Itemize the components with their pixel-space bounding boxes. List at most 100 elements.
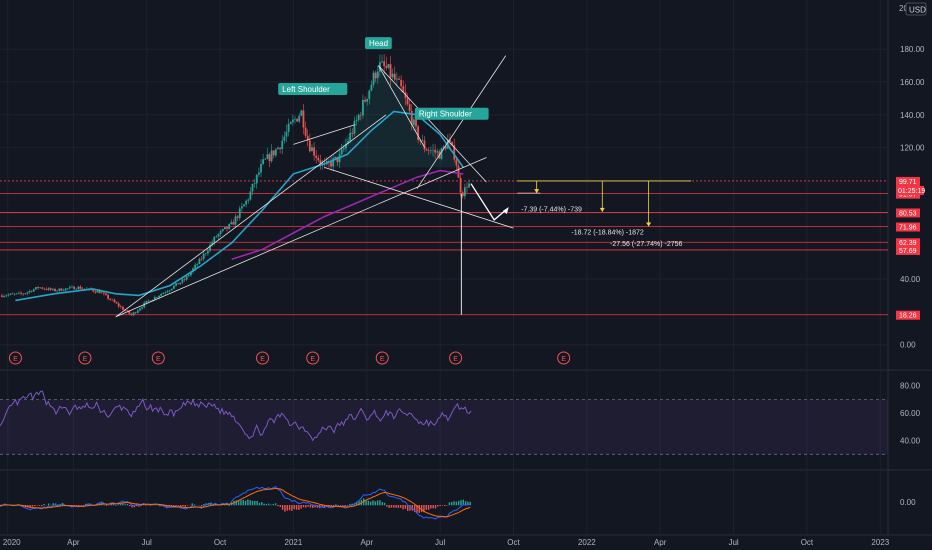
pattern-label-box[interactable] [414, 107, 489, 120]
price-tick-label: 140.00 [900, 111, 925, 120]
earnings-marker[interactable] [78, 351, 92, 365]
candle-body [459, 177, 462, 193]
candle-body [41, 287, 44, 289]
candle-body [32, 289, 35, 292]
earnings-marker[interactable] [306, 351, 320, 365]
neckline-extension[interactable] [324, 166, 514, 229]
candle-body [217, 234, 220, 237]
candle-body [119, 306, 122, 308]
candle-body [136, 310, 139, 313]
grid-lines [0, 0, 932, 536]
macd-histogram-bar [293, 505, 295, 510]
candle-body [406, 97, 409, 105]
price-panel[interactable]: -7.39 (-7.44%) -739 -18.72 (-18.84%) -187… [0, 37, 888, 365]
macd-histogram-bar [358, 501, 360, 506]
candle-body [272, 150, 275, 156]
neckline-trend-up[interactable] [115, 114, 387, 318]
pattern-label-box[interactable] [278, 83, 348, 96]
head-right-line[interactable] [378, 65, 426, 148]
projection-path[interactable] [470, 183, 507, 221]
support-trend-line[interactable] [115, 157, 487, 318]
candle-body [215, 236, 218, 238]
earnings-marker[interactable] [375, 351, 389, 365]
candle-body [362, 99, 364, 116]
macd-histogram-bar [175, 505, 177, 507]
candle-body [400, 79, 403, 87]
macd-signal-line[interactable] [0, 487, 471, 518]
candle-body [147, 300, 150, 302]
macd-histogram-bar [453, 501, 455, 506]
upper-trend-line[interactable] [416, 55, 507, 189]
candle-body [372, 72, 375, 85]
candle-body [298, 115, 301, 122]
pattern-label-box[interactable] [364, 37, 392, 50]
currency-badge[interactable] [905, 2, 927, 16]
candle-body [387, 64, 390, 68]
macd-panel[interactable] [0, 485, 471, 520]
macd-histogram-bar [31, 505, 34, 507]
candle-body [160, 294, 163, 296]
macd-histogram-bar [342, 505, 344, 506]
moving-average-fast[interactable] [15, 110, 464, 302]
candle-body [58, 288, 61, 291]
candle-body [228, 224, 231, 229]
earnings-marker[interactable] [256, 351, 270, 365]
candle-body [226, 227, 228, 229]
macd-histogram-bar [170, 505, 173, 507]
earnings-marker[interactable] [557, 351, 571, 365]
candle-body [262, 159, 265, 165]
macd-histogram-bar [258, 502, 261, 506]
macd-histogram-bar [279, 505, 281, 508]
pattern-area [324, 65, 456, 168]
candle-body [296, 118, 298, 122]
macd-histogram-bar [469, 501, 471, 506]
candle-body [100, 292, 103, 294]
macd-histogram-bar [191, 503, 193, 506]
candle-body [453, 145, 456, 160]
macd-histogram-bar [210, 502, 212, 506]
price-axis[interactable]: 0.00 40.00 80.00 120.00 140.00 160.00 180.00 40… [896, 45, 925, 507]
macd-histogram-bar [374, 501, 376, 506]
candle-body [51, 288, 54, 290]
time-tick-label: 2023 [871, 538, 889, 547]
macd-histogram-bar [437, 505, 439, 507]
macd-histogram-bar [270, 504, 272, 506]
moving-average-slow[interactable] [231, 169, 464, 261]
target-label: -18.72 (-18.84%) -1872 [571, 229, 643, 236]
candle-body [313, 147, 315, 156]
candle-body [139, 308, 141, 311]
level-price-badge [896, 310, 920, 320]
earnings-marker[interactable] [449, 351, 463, 365]
candle-body [141, 307, 143, 309]
left-shoulder-line[interactable] [293, 124, 356, 145]
candle-body [281, 140, 284, 150]
rsi-line[interactable] [0, 390, 472, 442]
candle-body [236, 216, 239, 218]
candle-body [304, 127, 307, 136]
macd-histogram-bar [376, 500, 379, 506]
candle-body [13, 293, 16, 295]
macd-histogram-bar [386, 505, 388, 507]
macd-histogram-bar [78, 505, 80, 506]
candle-body [49, 288, 52, 290]
earnings-marker[interactable] [151, 351, 165, 365]
candle-body [196, 264, 199, 265]
candle-body [219, 230, 222, 235]
macd-histogram-bar [356, 501, 358, 506]
macd-histogram-bar [425, 505, 427, 510]
candle-body [389, 64, 392, 78]
candle-body [332, 158, 335, 167]
head-trend-down[interactable] [378, 65, 487, 183]
macd-histogram-bar [397, 505, 400, 508]
candle-body [60, 288, 63, 291]
candle-body [213, 236, 216, 243]
candle-body [429, 150, 432, 151]
earnings-marker-label: E [260, 356, 265, 363]
rsi-panel[interactable] [0, 390, 888, 455]
candle-body [122, 306, 124, 310]
countdown-badge [896, 185, 924, 195]
earnings-marker[interactable] [8, 351, 22, 365]
pattern-label: Head [369, 39, 388, 48]
time-axis[interactable]: 2020 Apr Jul Oct 2021 Apr Jul Oct 2022 Apr Jul Oct 2… [3, 538, 890, 547]
